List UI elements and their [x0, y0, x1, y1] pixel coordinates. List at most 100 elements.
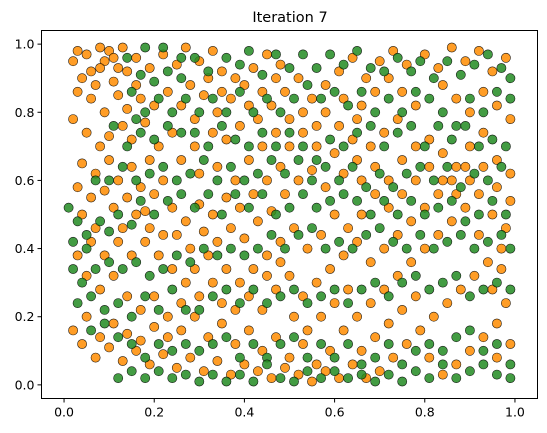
data-point-series-1-19 — [379, 66, 390, 77]
data-point-series-0-303 — [117, 42, 128, 53]
data-point-series-0-231 — [176, 298, 187, 308]
data-point-series-0-232 — [189, 264, 200, 274]
data-point-series-0-4 — [95, 42, 105, 53]
data-point-series-1-1 — [135, 69, 146, 80]
data-point-series-0-311 — [437, 175, 448, 186]
data-point-series-1-281 — [117, 161, 128, 172]
data-point-series-1-219 — [99, 318, 110, 329]
data-point-series-0-259 — [451, 359, 462, 370]
data-point-series-0-75 — [329, 148, 340, 159]
data-point-series-0-13 — [99, 107, 110, 118]
data-point-series-0-44 — [180, 42, 191, 53]
data-point-series-1-123 — [135, 195, 146, 206]
data-point-series-0-32 — [122, 192, 133, 203]
data-point-series-1-240 — [383, 339, 394, 349]
data-point-series-1-175 — [388, 236, 399, 247]
data-point-series-0-48 — [185, 80, 196, 90]
data-point-series-0-205 — [307, 376, 317, 387]
data-point-series-1-142 — [392, 209, 403, 220]
data-point-series-1-101 — [334, 175, 344, 186]
data-point-series-1-9 — [243, 46, 254, 56]
data-point-series-1-113 — [496, 161, 507, 172]
data-point-series-1-276 — [491, 369, 502, 380]
data-point-series-0-112 — [401, 59, 412, 70]
data-point-series-1-261 — [289, 376, 299, 387]
data-point-series-1-194 — [194, 304, 205, 315]
data-point-series-0-214 — [185, 352, 196, 363]
data-point-series-1-161 — [198, 243, 209, 254]
data-point-series-0-239 — [284, 270, 295, 281]
data-point-series-0-157 — [86, 236, 96, 247]
data-point-series-1-129 — [216, 209, 227, 220]
data-point-series-1-105 — [388, 182, 399, 193]
data-point-series-0-208 — [266, 373, 277, 383]
data-point-series-0-298 — [149, 100, 160, 111]
x-tick-label: 0.2 — [144, 405, 164, 420]
data-point-series-0-265 — [370, 332, 381, 343]
data-point-series-1-258 — [248, 376, 259, 387]
data-point-series-1-115 — [72, 216, 83, 227]
data-point-series-1-255 — [207, 369, 218, 380]
data-point-series-1-234 — [302, 352, 313, 363]
data-point-series-0-222 — [77, 339, 87, 349]
data-point-series-1-190 — [140, 291, 151, 302]
data-point-series-1-168 — [293, 229, 304, 240]
data-point-series-0-24 — [104, 155, 114, 165]
data-point-series-0-172 — [257, 345, 268, 356]
data-point-series-0-91 — [212, 236, 223, 247]
data-point-series-0-105 — [356, 100, 367, 111]
data-point-series-1-264 — [329, 366, 340, 377]
data-point-series-1-214 — [464, 291, 475, 302]
data-point-series-1-54 — [451, 121, 462, 131]
data-point-series-0-133 — [410, 175, 421, 186]
data-point-series-0-106 — [370, 86, 381, 97]
data-point-series-0-236 — [243, 291, 254, 302]
data-point-series-0-182 — [392, 270, 403, 281]
data-point-series-0-188 — [473, 189, 484, 199]
data-point-series-1-148 — [473, 209, 484, 220]
data-point-series-0-56 — [234, 121, 245, 131]
data-point-series-0-63 — [230, 175, 241, 186]
data-point-series-0-126 — [424, 134, 435, 145]
data-point-series-1-98 — [293, 155, 304, 165]
data-point-series-1-134 — [284, 202, 295, 213]
data-point-series-0-267 — [343, 284, 353, 295]
data-point-series-0-296 — [176, 100, 187, 111]
data-point-series-1-64 — [203, 141, 214, 152]
data-point-series-0-200 — [374, 366, 385, 377]
data-point-series-0-180 — [365, 298, 376, 308]
data-point-series-1-4 — [176, 73, 187, 84]
data-point-series-1-185 — [72, 298, 83, 308]
data-point-series-1-242 — [410, 345, 421, 356]
data-point-series-0-288 — [284, 114, 295, 124]
data-point-series-1-206 — [356, 284, 367, 295]
data-point-series-1-141 — [379, 195, 390, 206]
data-point-series-0-306 — [370, 161, 381, 172]
data-point-series-1-46 — [343, 100, 353, 111]
data-point-series-1-221 — [126, 339, 137, 349]
data-point-series-0-37 — [153, 141, 164, 152]
data-point-series-1-151 — [68, 264, 78, 274]
data-point-series-1-22 — [415, 56, 426, 67]
data-point-series-0-3 — [86, 66, 96, 77]
data-point-series-1-244 — [437, 345, 448, 356]
data-point-series-0-82 — [234, 202, 245, 213]
y-tick-label: 0.0 — [15, 377, 35, 392]
data-point-series-0-225 — [95, 332, 105, 343]
data-point-series-0-198 — [401, 339, 412, 349]
data-point-series-0-266 — [356, 345, 367, 356]
data-point-series-0-61 — [194, 168, 205, 179]
data-point-series-0-66 — [271, 127, 281, 138]
data-point-series-0-120 — [437, 80, 448, 90]
data-point-series-1-210 — [410, 270, 421, 281]
data-point-series-1-90 — [185, 168, 196, 179]
data-point-series-1-85 — [487, 134, 498, 145]
data-point-series-0-134 — [397, 189, 408, 199]
data-point-series-0-137 — [356, 209, 367, 220]
data-point-series-0-251 — [446, 175, 457, 186]
data-point-series-1-285 — [122, 141, 133, 152]
data-point-series-1-118 — [81, 243, 92, 254]
data-point-series-0-18 — [95, 141, 105, 152]
data-point-series-1-83 — [460, 121, 471, 131]
data-point-series-1-159 — [171, 250, 182, 261]
